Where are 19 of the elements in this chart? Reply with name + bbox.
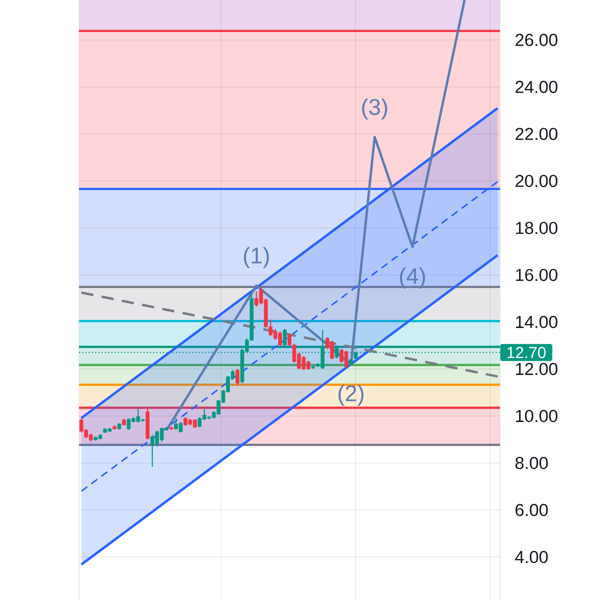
- annotation: (3): [362, 98, 388, 120]
- y-tick-label: 14.00: [516, 316, 558, 328]
- annotation: (1): [244, 246, 269, 268]
- y-tick-label: 6.00: [516, 504, 548, 516]
- annotation: (4): [400, 267, 425, 289]
- y-tick-label: 16.00: [516, 268, 558, 282]
- line-series: [165, 0, 466, 432]
- y-tick-label: 18.00: [516, 222, 558, 234]
- y-tick-label: 12.00: [516, 362, 558, 376]
- y-tick-label: 24.00: [516, 80, 558, 94]
- annotation: (2): [338, 384, 364, 406]
- y-tick-label: 20.00: [516, 174, 558, 188]
- y-tick-label: 26.00: [516, 34, 558, 46]
- y-tick-label: 4.00: [515, 550, 548, 564]
- y-tick-label: 8.00: [515, 456, 548, 470]
- ref-line-label: 12.70: [507, 346, 546, 358]
- candlestick: [236, 368, 240, 386]
- y-tick-label: 10.00: [516, 410, 558, 422]
- y-tick-label: 22.00: [516, 128, 558, 140]
